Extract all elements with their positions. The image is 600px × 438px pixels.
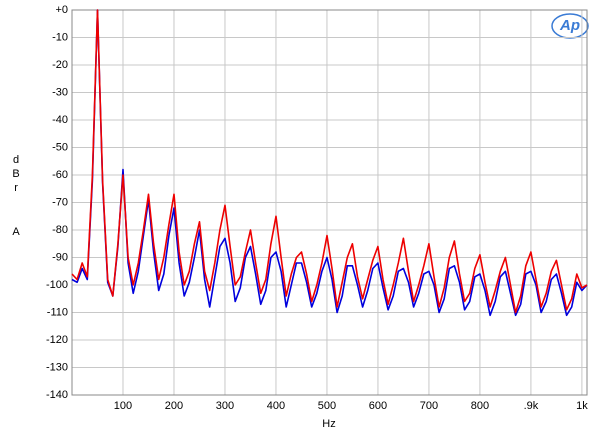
y-tick-label: -120 xyxy=(46,334,68,346)
x-tick-label: 1k xyxy=(576,400,588,412)
y-tick-label: -20 xyxy=(52,59,68,71)
y-tick-label: -60 xyxy=(52,169,68,181)
x-tick-label: 700 xyxy=(420,400,438,412)
y-axis-label: dBr xyxy=(10,154,22,196)
y-tick-label: -90 xyxy=(52,251,68,263)
plot-frame xyxy=(71,9,588,396)
x-tick-label: 600 xyxy=(369,400,387,412)
logo-text: Ap xyxy=(559,17,580,34)
x-tick-label: 200 xyxy=(165,400,183,412)
y-tick-label: -40 xyxy=(52,114,68,126)
y-axis-weighting: A xyxy=(12,226,20,238)
x-tick-label: 100 xyxy=(114,400,132,412)
y-tick-label: -70 xyxy=(52,196,68,208)
x-tick-label: .9k xyxy=(524,400,539,412)
x-axis-label: Hz xyxy=(322,418,335,430)
y-tick-label: -100 xyxy=(46,279,68,291)
x-tick-label: 800 xyxy=(471,400,489,412)
y-tick-label: -30 xyxy=(52,86,68,98)
series-line xyxy=(71,9,588,314)
x-tick-label: 400 xyxy=(267,400,285,412)
y-tick-label: -80 xyxy=(52,224,68,236)
y-tick-label: -50 xyxy=(52,141,68,153)
y-tick-label: -140 xyxy=(46,389,68,401)
y-tick-label: +0 xyxy=(55,4,68,16)
x-tick-label: 300 xyxy=(216,400,234,412)
y-tick-label: -110 xyxy=(47,306,68,318)
series-line xyxy=(71,9,588,317)
y-tick-label: -10 xyxy=(52,31,68,43)
x-tick-label: 500 xyxy=(318,400,336,412)
y-tick-label: -130 xyxy=(46,361,68,373)
